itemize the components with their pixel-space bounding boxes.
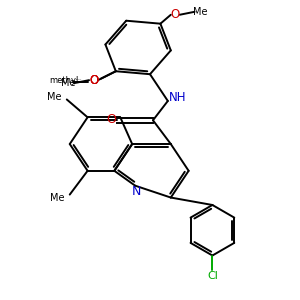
Text: Me: Me [47,92,62,101]
Text: methyl: methyl [49,76,79,85]
Text: O: O [90,74,99,87]
Text: Me: Me [193,8,208,17]
Text: O: O [171,8,180,21]
Text: Me: Me [61,77,76,88]
Text: Cl: Cl [207,271,218,281]
Text: NH: NH [169,92,186,104]
Text: O: O [89,74,98,87]
Text: O: O [90,74,99,87]
Text: Me: Me [50,193,64,202]
Text: O: O [106,113,116,126]
Text: N: N [132,185,141,198]
Text: methoxy: methoxy [76,78,82,80]
